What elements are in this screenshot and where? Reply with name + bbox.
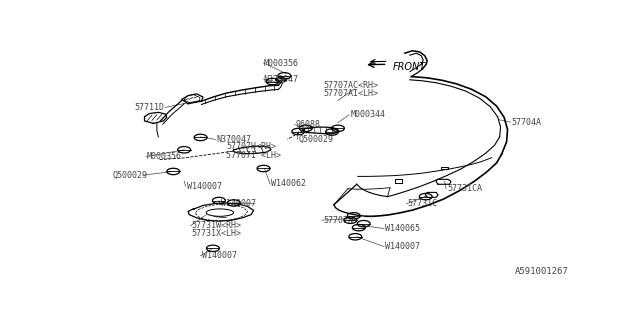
Text: 57731C: 57731C (408, 199, 437, 209)
Text: W140007: W140007 (202, 251, 237, 260)
Text: W140062: W140062 (271, 179, 306, 188)
Text: N370047: N370047 (264, 75, 298, 84)
Text: W140007: W140007 (187, 182, 221, 191)
Text: M000356: M000356 (264, 59, 298, 68)
Text: 57731CA: 57731CA (447, 184, 482, 193)
Text: M000356: M000356 (147, 152, 182, 161)
Text: 57707I <LH>: 57707I <LH> (227, 151, 282, 160)
Text: W140007: W140007 (221, 199, 257, 208)
Text: W140065: W140065 (385, 224, 420, 233)
Text: 57707N: 57707N (323, 216, 353, 225)
Text: 57731W<RH>: 57731W<RH> (191, 221, 242, 230)
Text: M000344: M000344 (350, 110, 385, 119)
Text: 57707H<RH>: 57707H<RH> (227, 142, 276, 151)
Text: 57704A: 57704A (511, 118, 541, 127)
Text: 96088: 96088 (296, 120, 321, 129)
Text: FRONT: FRONT (392, 62, 426, 72)
Text: Q500029: Q500029 (112, 171, 147, 180)
Text: W140007: W140007 (385, 242, 420, 251)
Text: 57707AI<LH>: 57707AI<LH> (323, 89, 378, 98)
Text: N370047: N370047 (216, 135, 252, 144)
Text: A591001267: A591001267 (515, 267, 568, 276)
Text: Q500029: Q500029 (298, 135, 333, 144)
Text: 57707AC<RH>: 57707AC<RH> (323, 81, 378, 90)
Text: 57731X<LH>: 57731X<LH> (191, 229, 242, 238)
Text: 57711D: 57711D (134, 103, 164, 112)
